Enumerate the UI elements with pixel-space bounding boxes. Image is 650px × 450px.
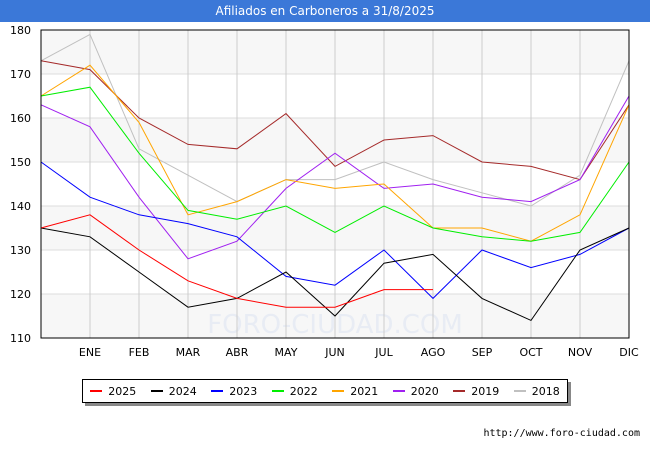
series-line-2022 xyxy=(40,86,630,242)
x-tick-label: JUL xyxy=(374,346,393,359)
plot-frame xyxy=(40,29,630,339)
legend-label: 2019 xyxy=(471,384,500,398)
legend-label: 2020 xyxy=(410,384,439,398)
legend-swatch xyxy=(332,390,345,392)
series-line-2025 xyxy=(40,214,433,308)
legend-label: 2024 xyxy=(168,384,197,398)
chart-title: Afiliados en Carboneros a 31/8/2025 xyxy=(0,0,650,22)
series-line-2024 xyxy=(40,227,630,322)
y-tick-label: 130 xyxy=(10,244,31,257)
y-tick-label: 150 xyxy=(10,156,31,169)
x-tick-label: DIC xyxy=(619,346,639,359)
series-line-2018 xyxy=(40,33,630,207)
legend-label: 2018 xyxy=(531,384,560,398)
y-tick-label: 110 xyxy=(10,332,31,345)
legend-item-2024: 2024 xyxy=(150,384,197,398)
legend-swatch xyxy=(90,390,103,392)
x-tick-label: NOV xyxy=(568,346,593,359)
legend-swatch xyxy=(271,390,284,392)
x-tick-label: SEP xyxy=(472,346,493,359)
legend-item-2020: 2020 xyxy=(392,384,439,398)
y-tick-label: 170 xyxy=(10,68,31,81)
series-line-2020 xyxy=(40,95,630,260)
y-tick-label: 120 xyxy=(10,288,31,301)
y-tick-label: 140 xyxy=(10,200,31,213)
legend-item-2021: 2021 xyxy=(332,385,378,398)
legend-label: 2021 xyxy=(350,384,379,398)
legend: 2025 2024 2023 2022 2021 2020 2019 2018 xyxy=(82,379,568,403)
legend-swatch xyxy=(513,390,526,392)
legend-swatch xyxy=(453,390,466,392)
x-tick-label: MAR xyxy=(176,346,201,359)
series-line-2023 xyxy=(40,161,630,300)
x-tick-label: OCT xyxy=(519,346,542,359)
legend-label: 2025 xyxy=(108,384,137,398)
x-tick-label: AGO xyxy=(421,346,446,359)
legend-swatch xyxy=(211,390,224,392)
x-tick-label: ABR xyxy=(226,346,249,359)
x-tick-label: MAY xyxy=(275,346,298,359)
source-url[interactable]: http://www.foro-ciudad.com xyxy=(483,428,640,439)
y-tick-label: 180 xyxy=(10,24,31,37)
series-line-2019 xyxy=(40,60,630,181)
y-tick-label: 160 xyxy=(10,112,31,125)
legend-label: 2023 xyxy=(229,384,258,398)
legend-item-2023: 2023 xyxy=(211,385,257,398)
legend-item-2022: 2022 xyxy=(271,384,318,398)
x-tick-label: FEB xyxy=(129,346,150,359)
legend-item-2019: 2019 xyxy=(453,385,499,398)
x-tick-label: ENE xyxy=(79,346,101,359)
legend-item-2018: 2018 xyxy=(513,384,560,398)
legend-item-2025: 2025 xyxy=(90,385,136,398)
legend-swatch xyxy=(392,390,405,392)
legend-swatch xyxy=(150,390,163,392)
x-tick-label: JUN xyxy=(324,346,345,359)
legend-label: 2022 xyxy=(289,384,318,398)
